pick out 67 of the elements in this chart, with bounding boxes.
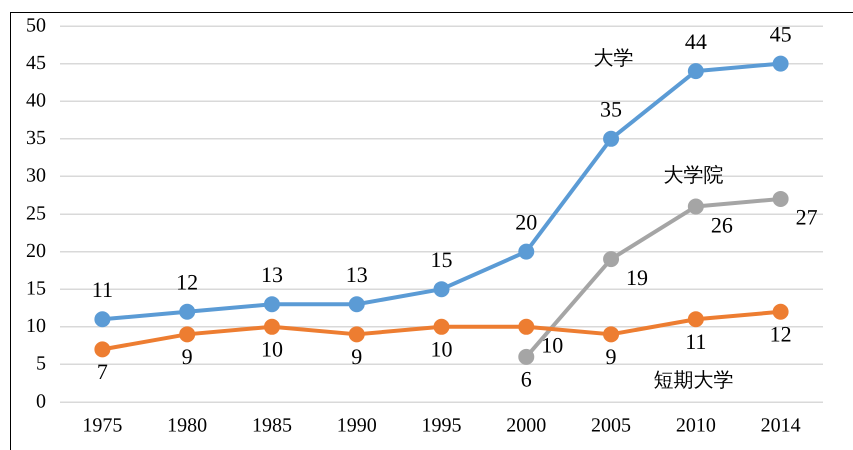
point bbox=[179, 326, 196, 342]
data-label: 9 bbox=[351, 344, 362, 370]
series-label: 大学院 bbox=[663, 164, 724, 187]
point bbox=[772, 190, 789, 207]
point bbox=[603, 326, 620, 342]
x-tick-label: 1985 bbox=[252, 414, 292, 436]
point bbox=[772, 304, 789, 320]
point bbox=[348, 326, 365, 342]
point bbox=[264, 318, 280, 335]
text: 短期大学 bbox=[653, 370, 734, 392]
data-label: 10 bbox=[260, 336, 283, 362]
x-tick-label: 1980 bbox=[167, 414, 208, 436]
data-label: 20 bbox=[515, 209, 538, 234]
x-tick-label: 1990 bbox=[336, 414, 377, 436]
data-label: 44 bbox=[684, 28, 707, 54]
point bbox=[518, 348, 534, 365]
point bbox=[688, 311, 704, 328]
data-label: 13 bbox=[346, 262, 368, 288]
x-tick-label: 1995 bbox=[422, 414, 462, 436]
point bbox=[603, 251, 620, 268]
point bbox=[94, 341, 110, 358]
point bbox=[518, 244, 534, 260]
point bbox=[179, 304, 196, 320]
point bbox=[603, 130, 620, 147]
point bbox=[688, 198, 704, 214]
data-label: 15 bbox=[430, 246, 452, 272]
point bbox=[772, 56, 789, 72]
data-label: 9 bbox=[182, 344, 193, 370]
data-label: 6 bbox=[520, 366, 532, 392]
x-tick-label: 2005 bbox=[591, 414, 632, 436]
data-label: 45 bbox=[770, 21, 792, 46]
data-label: 11 bbox=[685, 329, 706, 354]
point bbox=[434, 281, 450, 298]
data-label: 11 bbox=[92, 277, 113, 302]
y-tick-label: 40 bbox=[26, 89, 46, 112]
y-tick-label: 35 bbox=[26, 127, 46, 150]
data-label: 12 bbox=[176, 270, 198, 295]
point bbox=[264, 296, 280, 312]
point bbox=[518, 318, 534, 335]
point bbox=[688, 63, 704, 80]
data-label: 19 bbox=[626, 264, 648, 290]
point bbox=[434, 318, 450, 335]
y-tick-label: 45 bbox=[26, 52, 46, 74]
x-tick-label: 2010 bbox=[676, 414, 716, 436]
y-tick-label: 50 bbox=[26, 14, 46, 36]
x-tick-label: 1975 bbox=[82, 414, 122, 436]
data-label: 10 bbox=[430, 336, 452, 362]
x-tick-label: 2000 bbox=[506, 414, 546, 436]
y-tick-label: 25 bbox=[26, 202, 46, 224]
data-label: 12 bbox=[770, 322, 792, 347]
y-tick-label: 5 bbox=[36, 352, 46, 375]
y-tick-label: 0 bbox=[36, 390, 46, 412]
y-tick-label: 30 bbox=[26, 164, 46, 187]
text: 大学 bbox=[593, 47, 634, 70]
data-label: 26 bbox=[710, 212, 733, 238]
data-label: 13 bbox=[260, 262, 283, 288]
y-tick-label: 10 bbox=[26, 315, 46, 338]
point bbox=[94, 311, 110, 328]
data-label: 35 bbox=[600, 96, 622, 122]
data-label: 7 bbox=[96, 359, 108, 384]
y-tick-label: 20 bbox=[26, 240, 46, 262]
point bbox=[348, 296, 365, 312]
data-label: 9 bbox=[606, 344, 617, 370]
data-label: 10 bbox=[541, 332, 564, 358]
y-tick-label: 15 bbox=[26, 277, 46, 300]
x-tick-label: 2014 bbox=[760, 414, 801, 436]
data-label: 27 bbox=[796, 204, 818, 230]
